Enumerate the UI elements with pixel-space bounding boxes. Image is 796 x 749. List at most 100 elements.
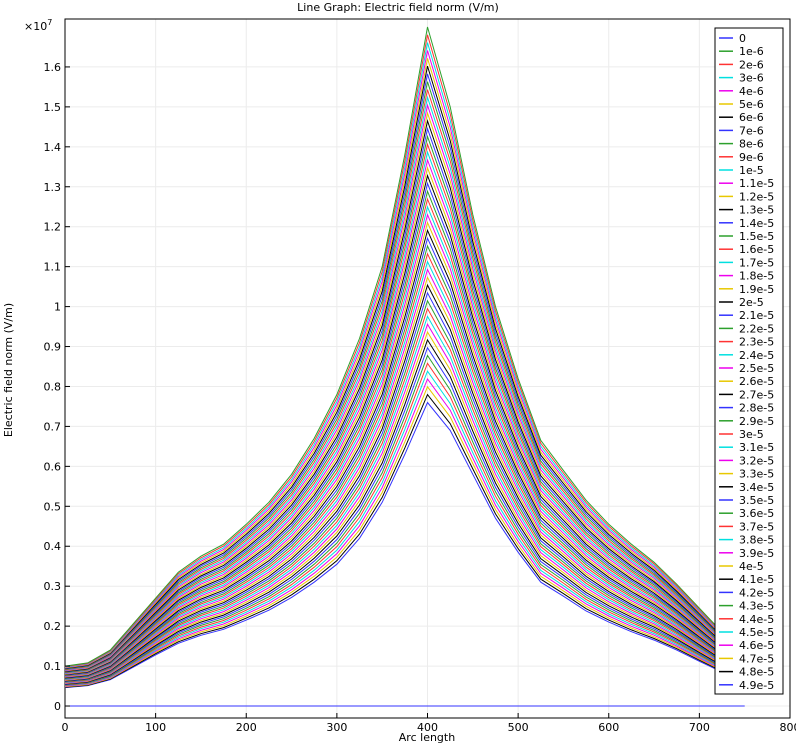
legend-label: 2.8e-5 (739, 402, 774, 415)
legend-label: 3e-6 (739, 72, 764, 85)
legend-label: 1.2e-5 (739, 190, 774, 203)
series-line (64, 50, 746, 668)
y-tick-label: 1.1 (44, 261, 62, 274)
series-line (64, 158, 745, 675)
y-tick-label: 1.3 (44, 181, 62, 194)
legend-label: 3.5e-5 (739, 494, 774, 507)
series-line (64, 42, 746, 668)
series-line (64, 338, 745, 685)
legend-label: 4.8e-5 (739, 666, 774, 679)
x-tick-label: 800 (780, 721, 796, 734)
legend-label: 4.3e-5 (739, 600, 774, 613)
y-tick-label: 0.4 (44, 540, 62, 553)
legend-label: 0 (739, 32, 746, 45)
legend-label: 8e-6 (739, 138, 764, 151)
x-tick-label: 600 (598, 721, 619, 734)
y-multiplier: ×107 (24, 18, 52, 33)
legend-label: 1.4e-5 (739, 217, 774, 230)
series-line (64, 315, 745, 684)
legend-label: 2.2e-5 (739, 322, 774, 335)
legend-label: 3.8e-5 (739, 534, 774, 547)
series-line (64, 166, 745, 675)
legend-label: 2e-6 (739, 58, 764, 71)
legend-label: 1.5e-5 (739, 230, 774, 243)
y-tick-label: 1.2 (44, 221, 62, 234)
series-line (64, 362, 745, 686)
legend-label: 3.4e-5 (739, 481, 774, 494)
series-line (64, 268, 745, 681)
series-line (64, 275, 745, 681)
legend-label: 1.7e-5 (739, 256, 774, 269)
series-line (64, 330, 745, 685)
series-line (64, 299, 745, 683)
series-line (64, 370, 745, 687)
legend-label: 2.9e-5 (739, 415, 774, 428)
legend-label: 1.8e-5 (739, 270, 774, 283)
x-tick-label: 400 (417, 721, 438, 734)
x-tick-label: 0 (62, 721, 69, 734)
legend-label: 4.9e-5 (739, 679, 774, 692)
series-line (64, 81, 746, 670)
legend-label: 2e-5 (739, 296, 764, 309)
legend-label: 3.2e-5 (739, 454, 774, 467)
series-line (64, 134, 745, 673)
legend-label: 4.7e-5 (739, 652, 774, 665)
legend-label: 2.5e-5 (739, 362, 774, 375)
x-axis-ticks: 0 100 200 300 400 500 600 700 800 (62, 713, 796, 734)
legend-label: 4.4e-5 (739, 613, 774, 626)
series-line (64, 181, 745, 676)
y-tick-label: 1.5 (44, 101, 62, 114)
legend-label: 4.5e-5 (739, 626, 774, 639)
legend-label: 4e-5 (739, 560, 764, 573)
legend-label: 9e-6 (739, 151, 764, 164)
series-line (64, 111, 746, 672)
y-tick-label: 0.3 (44, 580, 62, 593)
series-line (64, 65, 746, 669)
legend-label: 2.4e-5 (739, 349, 774, 362)
series-line (64, 236, 745, 679)
legend-label: 1.1e-5 (739, 177, 774, 190)
legend: 01e-62e-63e-64e-65e-66e-67e-68e-69e-61e-… (714, 27, 784, 695)
series-line (64, 189, 745, 676)
legend-label: 3.6e-5 (739, 507, 774, 520)
y-tick-label: 1.4 (44, 141, 62, 154)
y-tick-label: 0.7 (44, 420, 62, 433)
legend-label: 6e-6 (739, 111, 764, 124)
legend-label: 2.3e-5 (739, 336, 774, 349)
series-line (64, 150, 745, 674)
series-line (64, 228, 745, 679)
legend-label: 7e-6 (739, 124, 764, 137)
x-tick-label: 700 (689, 721, 710, 734)
series-line (64, 197, 745, 677)
x-tick-label: 200 (236, 721, 257, 734)
series-line (64, 73, 746, 670)
series-group (64, 26, 746, 707)
series-line (64, 142, 745, 674)
series-line (64, 322, 745, 684)
x-tick-label: 500 (508, 721, 529, 734)
y-tick-label: 0.1 (44, 660, 62, 673)
y-tick-label: 0.5 (44, 500, 62, 513)
series-line (64, 377, 745, 687)
series-line (64, 346, 745, 685)
legend-label: 1.9e-5 (739, 283, 774, 296)
series-line (64, 244, 745, 680)
series-line (64, 26, 746, 667)
legend-label: 3.7e-5 (739, 520, 774, 533)
y-tick-label: 1.6 (44, 61, 62, 74)
legend-label: 4.1e-5 (739, 573, 774, 586)
y-tick-label: 0.6 (44, 460, 62, 473)
series-line (64, 283, 745, 682)
series-line (64, 401, 745, 689)
series-line (64, 213, 745, 678)
series-line (64, 291, 745, 682)
legend-label: 4.6e-5 (739, 639, 774, 652)
legend-label: 1.3e-5 (739, 204, 774, 217)
legend-label: 1e-5 (739, 164, 764, 177)
legend-label: 5e-6 (739, 98, 764, 111)
legend-label: 2.7e-5 (739, 388, 774, 401)
series-line (64, 126, 746, 673)
x-tick-label: 300 (326, 721, 347, 734)
x-axis-label: Arc length (399, 731, 455, 744)
series-line (64, 58, 746, 669)
